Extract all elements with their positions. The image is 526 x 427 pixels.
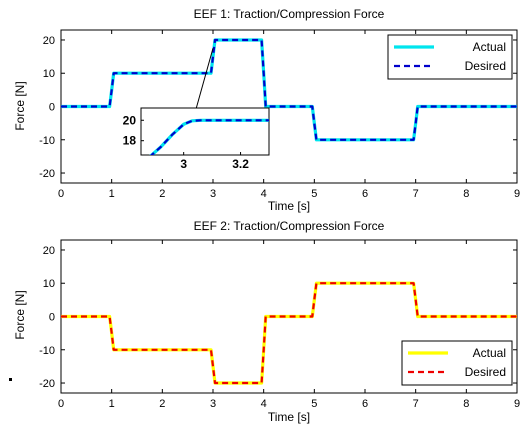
x-tick-label: 2 bbox=[159, 188, 165, 200]
series-line-desired bbox=[61, 282, 517, 385]
x-axis-label: Time [s] bbox=[268, 199, 310, 213]
legend-label-actual: Actual bbox=[473, 346, 506, 360]
series-line-desired bbox=[61, 38, 517, 141]
y-tick-label: -20 bbox=[39, 378, 55, 390]
series-layer bbox=[61, 38, 517, 142]
legend: Actual Desired bbox=[387, 34, 513, 80]
x-tick-label: 7 bbox=[413, 188, 419, 200]
inset-y-tick-label: 18 bbox=[123, 134, 137, 148]
x-tick-label: 7 bbox=[413, 398, 419, 410]
axis-ticks: 0 1 2 3 4 5 6 7 8 9 -20 -10 0 10 20 bbox=[39, 240, 520, 410]
x-tick-label: 5 bbox=[311, 188, 317, 200]
y-tick-label: 10 bbox=[43, 278, 55, 290]
x-tick-label: 2 bbox=[159, 398, 165, 410]
y-tick-label: 20 bbox=[43, 35, 55, 47]
y-tick-label: 0 bbox=[49, 102, 55, 114]
x-tick-label: 5 bbox=[311, 398, 317, 410]
chart-eef2: EEF 2: Traction/Compression Force Time [… bbox=[13, 219, 520, 424]
chart-title: EEF 1: Traction/Compression Force bbox=[194, 7, 385, 21]
x-tick-label: 3 bbox=[210, 398, 216, 410]
inset-x-tick-label: 3.2 bbox=[232, 157, 249, 171]
y-tick-label: 10 bbox=[43, 68, 55, 80]
x-tick-label: 8 bbox=[463, 188, 469, 200]
x-tick-label: 6 bbox=[362, 398, 368, 410]
x-axis-label: Time [s] bbox=[268, 410, 310, 424]
x-tick-label: 0 bbox=[58, 398, 64, 410]
x-tick-label: 1 bbox=[109, 188, 115, 200]
y-tick-label: 20 bbox=[43, 245, 55, 257]
x-tick-label: 4 bbox=[261, 188, 267, 200]
x-tick-label: 9 bbox=[514, 398, 520, 410]
x-tick-label: 6 bbox=[362, 188, 368, 200]
chart-eef1: EEF 1: Traction/Compression Force Time [… bbox=[13, 7, 520, 213]
legend: Actual Desired bbox=[401, 340, 513, 386]
inset-y-tick-label: 20 bbox=[123, 113, 137, 127]
y-tick-label: -10 bbox=[39, 135, 55, 147]
x-tick-label: 4 bbox=[261, 398, 267, 410]
y-tick-label: -10 bbox=[39, 345, 55, 357]
x-tick-label: 1 bbox=[109, 398, 115, 410]
x-tick-label: 8 bbox=[463, 398, 469, 410]
x-tick-label: 3 bbox=[210, 188, 216, 200]
legend-label-desired: Desired bbox=[465, 59, 506, 73]
legend-label-actual: Actual bbox=[473, 40, 506, 54]
legend-box bbox=[401, 340, 513, 386]
legend-box bbox=[387, 34, 513, 80]
x-tick-label: 9 bbox=[514, 188, 520, 200]
inset-x-tick-label: 3 bbox=[180, 157, 187, 171]
inset: 3 3.2 20 18 bbox=[123, 48, 270, 171]
chart-title: EEF 2: Traction/Compression Force bbox=[194, 219, 385, 233]
stray-marker bbox=[9, 378, 12, 381]
inset-line-desired bbox=[150, 119, 269, 155]
legend-label-desired: Desired bbox=[465, 365, 506, 379]
y-tick-label: 0 bbox=[49, 312, 55, 324]
y-axis-label: Force [N] bbox=[13, 290, 27, 339]
y-tick-label: -20 bbox=[39, 168, 55, 180]
x-tick-label: 0 bbox=[58, 188, 64, 200]
series-layer bbox=[61, 281, 517, 385]
y-axis-label: Force [N] bbox=[13, 81, 27, 130]
